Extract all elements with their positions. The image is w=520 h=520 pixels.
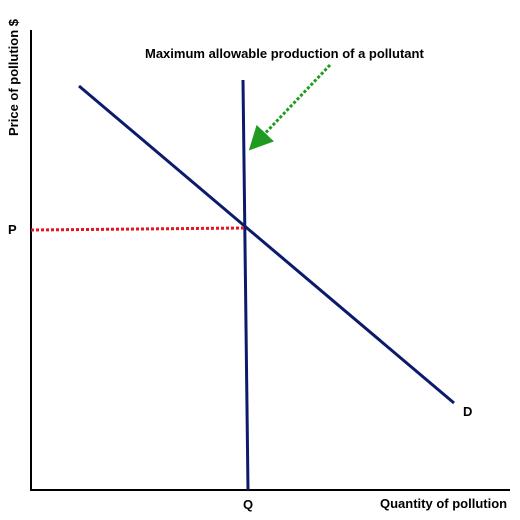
price-label: P — [8, 222, 17, 237]
demand-label: D — [463, 404, 473, 419]
price-guide-line — [30, 226, 246, 232]
x-axis-label: Quantity of pollution — [380, 496, 508, 511]
pollution-quota-line — [241, 79, 250, 491]
demand-curve — [78, 84, 455, 405]
annotation-arrow — [248, 63, 332, 151]
y-axis-label: Price of pollution $ — [6, 18, 21, 136]
annotation-text: Maximum allowable production of a pollut… — [145, 46, 424, 61]
quantity-label: Q — [243, 497, 254, 512]
